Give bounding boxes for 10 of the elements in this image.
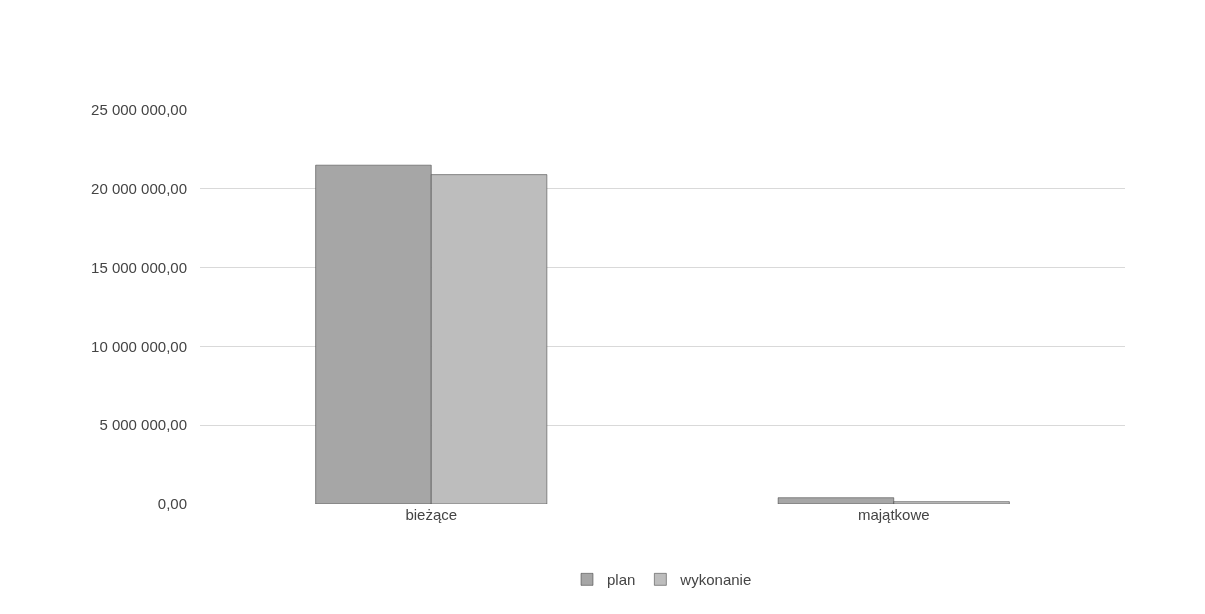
y-tick-label: 0,00 (157, 495, 187, 513)
legend-label: wykonanie (679, 571, 752, 589)
y-tick-label: 20 000 000,00 (91, 180, 187, 198)
y-tick-label: 10 000 000,00 (91, 337, 187, 355)
x-tick-label: bieżące (405, 506, 458, 523)
y-tick-label: 15 000 000,00 (91, 258, 187, 276)
y-tick-label: 25 000 000,00 (91, 101, 187, 119)
legend-label: plan (607, 571, 636, 589)
y-tick-label: 5 000 000,00 (99, 416, 187, 434)
x-tick-label: majątkowe (857, 506, 930, 523)
